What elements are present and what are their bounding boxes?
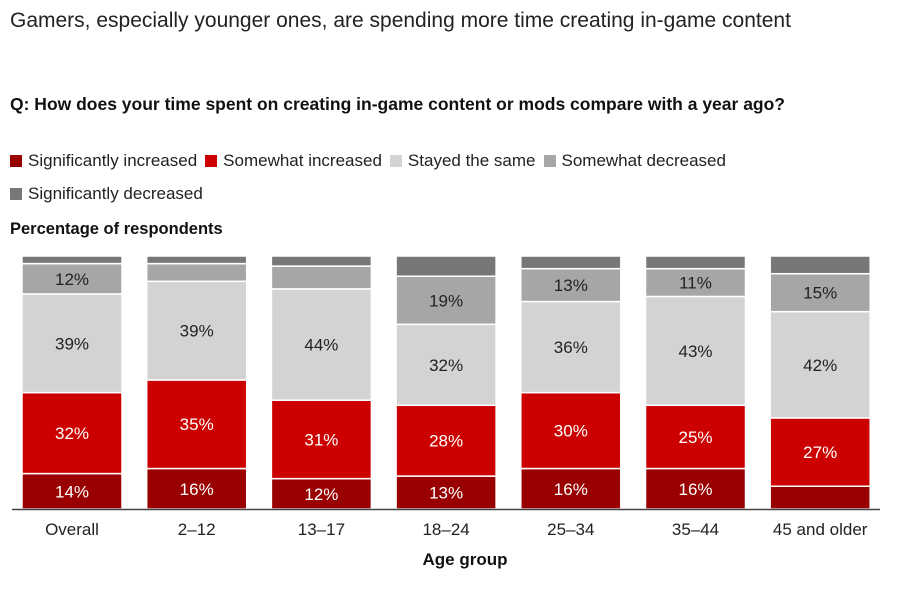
survey-question: Q: How does your time spent on creating …	[10, 94, 785, 114]
legend-label: Significantly decreased	[28, 184, 203, 203]
legend: Significantly increased Somewhat increase…	[10, 145, 890, 211]
x-tick-label: 45 and older	[773, 520, 868, 539]
data-label: 35%	[180, 415, 214, 434]
legend-swatch	[389, 155, 402, 167]
data-label: 13%	[429, 484, 463, 503]
legend-item: Significantly increased	[10, 145, 197, 177]
bar-segment	[145, 467, 248, 510]
data-label: 25%	[678, 428, 712, 447]
bar-segment	[644, 255, 747, 270]
bar-segment	[395, 275, 497, 326]
data-label: 32%	[429, 356, 463, 375]
bar-segment	[21, 293, 123, 394]
bar-segment	[644, 404, 747, 470]
bar-segment	[769, 272, 871, 313]
data-label: 12%	[55, 270, 89, 289]
bar-segment	[395, 404, 497, 477]
bar-segment	[395, 255, 497, 277]
chart-title: Gamers, especially younger ones, are spe…	[10, 9, 791, 32]
data-label: 28%	[429, 432, 463, 451]
data-label: 31%	[304, 430, 338, 449]
x-tick-label: 2–12	[178, 520, 216, 539]
legend-label: Somewhat increased	[223, 151, 382, 170]
bar-segment	[769, 485, 871, 510]
bar-segment	[145, 255, 248, 265]
bar-segment	[21, 472, 123, 510]
bar-segment	[644, 467, 747, 510]
bar-segment	[644, 267, 747, 298]
legend-label: Stayed the same	[407, 151, 536, 170]
bar-segment	[270, 288, 373, 401]
data-label: 11%	[679, 274, 712, 293]
x-tick-label: Overall	[45, 520, 99, 539]
data-label: 30%	[554, 422, 588, 441]
legend-label: Somewhat decreased	[561, 151, 726, 170]
legend-label: Significantly increased	[28, 151, 198, 170]
x-tick-label: 35–44	[672, 520, 719, 539]
bar-segment	[520, 255, 622, 270]
data-label: 39%	[55, 334, 89, 353]
x-tick-label: 13–17	[298, 520, 345, 539]
bar-segment	[21, 262, 123, 295]
bar-segment	[21, 391, 123, 475]
data-label: 13%	[554, 276, 588, 295]
data-label: 16%	[678, 480, 712, 499]
bar-segment	[145, 379, 248, 470]
data-label: 42%	[803, 356, 837, 375]
legend-swatch	[10, 188, 22, 200]
bar-segment	[145, 262, 248, 283]
legend-swatch	[543, 155, 556, 167]
data-label: 16%	[180, 480, 214, 499]
legend-item: Stayed the same	[389, 145, 536, 177]
data-label: 32%	[55, 424, 89, 443]
bar-segment	[769, 417, 871, 487]
data-label: 12%	[304, 485, 338, 504]
bar-segment	[769, 255, 871, 275]
x-tick-label: 25–34	[547, 520, 594, 539]
bar-segment	[270, 255, 373, 267]
legend-item: Somewhat decreased	[543, 145, 726, 177]
legend-item: Significantly decreased	[10, 178, 203, 210]
bar-segment	[145, 280, 248, 381]
x-axis-label: Age group	[422, 550, 508, 569]
data-label: 39%	[180, 322, 214, 341]
bar-segment	[520, 267, 622, 303]
data-label: 19%	[429, 291, 463, 310]
bar-segment	[270, 265, 373, 290]
bar-segment	[395, 475, 497, 510]
data-label: 44%	[304, 336, 338, 355]
data-label: 15%	[803, 284, 837, 303]
legend-item: Somewhat increased	[205, 145, 382, 177]
y-axis-label: Percentage of respondents	[10, 220, 223, 238]
bar-segment	[644, 295, 747, 407]
bar-segment	[21, 255, 123, 265]
data-label: 36%	[554, 338, 588, 357]
legend-swatch	[205, 155, 218, 167]
bar-segment	[520, 391, 622, 470]
bar-segment	[769, 310, 871, 419]
x-tick-label: 18–24	[422, 520, 469, 539]
legend-swatch	[10, 155, 22, 167]
data-label: 27%	[803, 443, 837, 462]
bar-segment	[520, 467, 622, 510]
data-label: 16%	[554, 480, 588, 499]
data-label: 43%	[678, 342, 712, 361]
data-label: 14%	[55, 482, 89, 501]
bar-segment	[395, 323, 497, 407]
